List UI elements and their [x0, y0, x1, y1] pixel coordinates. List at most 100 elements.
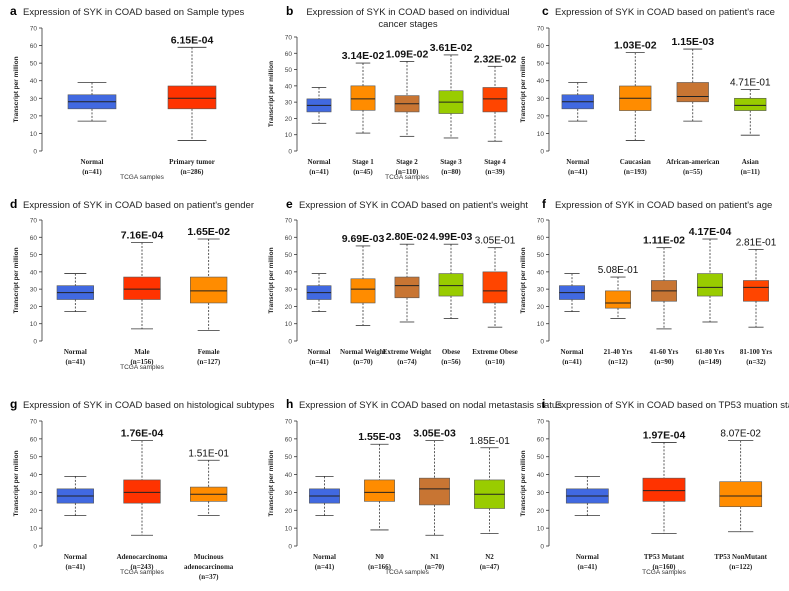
panel-d: d Expression of SYK in COAD based on pati…: [10, 197, 254, 371]
y-tick-label: 60: [537, 235, 545, 242]
x-tick-label: Normal Weight: [340, 348, 387, 356]
y-axis-label: Transcript per million: [268, 450, 275, 516]
chart-title: Expression of SYK in COAD based on patie…: [555, 7, 775, 18]
box-normal: Normal (n=41): [565, 475, 609, 571]
y-tick-label: 60: [537, 43, 545, 50]
y-axis-label: Transcript per million: [520, 450, 527, 516]
p-value-label: 1.51E-01: [188, 448, 229, 459]
sample-count-label: (n=10): [485, 358, 505, 366]
y-tick-label: 20: [30, 113, 38, 120]
x-tick-label: Normal: [308, 348, 331, 356]
p-value-label: 1.03E-02: [614, 40, 657, 52]
chart-title: cancer stages: [378, 19, 437, 30]
iqr-box: [190, 276, 228, 304]
iqr-box: [438, 273, 464, 297]
x-tick-label: Primary tumor: [169, 158, 215, 166]
box-normal: Normal (n=41): [306, 87, 332, 176]
iqr-box: [350, 85, 376, 111]
p-value-label: 1.55E-03: [358, 431, 401, 443]
y-axis-label: Transcript per million: [268, 61, 275, 127]
sample-count-label: (n=12): [608, 358, 628, 366]
x-tick-label: Stage 1: [352, 158, 374, 166]
chart-title: Expression of SYK in COAD based on Sampl…: [23, 7, 245, 18]
y-tick-label: 60: [30, 43, 38, 50]
y-tick-label: 40: [30, 78, 38, 85]
chart-title: Expression of SYK in COAD based on histo…: [23, 400, 275, 411]
sample-count-label: (n=47): [480, 563, 500, 571]
iqr-box: [123, 479, 161, 504]
y-tick-label: 20: [285, 116, 293, 123]
box-41-60-yrs: 1.11E-02 41-60 Yrs (n=90): [643, 235, 685, 366]
y-tick-label: 10: [537, 321, 545, 328]
iqr-box: [350, 278, 376, 304]
y-tick-label: 50: [30, 454, 38, 461]
p-value-label: 3.61E-02: [430, 42, 473, 54]
x-tick-label: Normal: [308, 158, 331, 166]
sample-count-label: (n=160): [652, 563, 676, 571]
sample-count-label: (n=55): [683, 168, 703, 176]
panel-e: e Expression of SYK in COAD based on pati…: [268, 197, 528, 366]
p-value-label: 1.76E-04: [121, 428, 164, 440]
y-tick-label: 0: [33, 544, 37, 551]
sample-count-label: (n=41): [82, 168, 102, 176]
y-tick-label: 50: [537, 454, 545, 461]
sample-count-label: (n=70): [353, 358, 373, 366]
y-tick-label: 40: [285, 472, 293, 479]
p-value-label: 6.15E-04: [171, 34, 214, 46]
box-female: 1.65E-02 Female (n=127): [187, 226, 230, 366]
y-tick-label: 60: [285, 51, 293, 58]
y-tick-label: 40: [537, 269, 545, 276]
y-tick-label: 0: [540, 149, 544, 156]
x-tick-label: African-american: [666, 158, 719, 166]
y-tick-label: 30: [537, 287, 545, 294]
x-tick-label: Adenocarcinoma: [117, 553, 168, 561]
panel-letter: a: [10, 4, 17, 18]
box-tp53-mutant: 1.97E-04 TP53 Mutant (n=160): [642, 429, 686, 571]
y-tick-label: 40: [285, 269, 293, 276]
p-value-label: 2.32E-02: [474, 53, 517, 65]
x-tick-label-line2: adenocarcinoma: [184, 563, 234, 571]
y-tick-label: 30: [30, 287, 38, 294]
x-tick-label: Mucinous: [194, 553, 224, 561]
x-tick-label: Female: [198, 348, 220, 356]
y-tick-label: 50: [537, 252, 545, 259]
x-tick-label: TP53 NonMutant: [714, 553, 767, 561]
y-tick-label: 30: [537, 490, 545, 497]
iqr-box: [482, 271, 508, 304]
y-tick-label: 10: [285, 321, 293, 328]
box-normal: Normal (n=41): [309, 475, 340, 571]
sample-count-label: (n=41): [309, 358, 329, 366]
chart-title: Expression of SYK in COAD based on nodal…: [299, 400, 562, 411]
p-value-label: 4.71E-01: [730, 78, 771, 89]
x-tick-label: 21-40 Yrs: [604, 348, 633, 356]
y-tick-label: 0: [33, 149, 37, 156]
box-stage-1: 3.14E-02 Stage 1 (n=45): [342, 50, 385, 176]
panel-g: g Expression of SYK in COAD based on hist…: [10, 397, 275, 581]
x-tick-label: Obese: [442, 348, 460, 356]
sample-count-label: (n=243): [130, 563, 154, 571]
sample-count-label: (n=45): [353, 168, 373, 176]
p-value-label: 1.97E-04: [643, 429, 686, 441]
box-81-100-yrs: 2.81E-01 81-100 Yrs (n=32): [736, 237, 777, 366]
y-tick-label: 20: [537, 508, 545, 515]
y-tick-label: 70: [537, 218, 545, 225]
iqr-box: [167, 85, 217, 110]
panel-f: f Expression of SYK in COAD based on pati…: [520, 197, 777, 366]
y-tick-label: 50: [285, 454, 293, 461]
x-tick-label: N1: [430, 553, 439, 561]
x-tick-label: Caucasian: [620, 158, 651, 166]
iqr-box: [482, 87, 508, 113]
x-tick-label: N0: [375, 553, 384, 561]
iqr-box: [676, 82, 709, 103]
p-value-label: 8.07E-02: [720, 429, 761, 440]
iqr-box: [743, 280, 769, 302]
y-tick-label: 60: [30, 235, 38, 242]
y-tick-label: 30: [30, 96, 38, 103]
panel-i: i Expression of SYK in COAD based on TP53…: [520, 397, 789, 576]
y-tick-label: 10: [285, 132, 293, 139]
y-tick-label: 10: [30, 131, 38, 138]
p-value-label: 2.81E-01: [736, 237, 777, 248]
p-value-label: 3.05E-03: [413, 428, 456, 440]
sample-count-label: (n=11): [741, 168, 761, 176]
y-tick-label: 70: [30, 419, 38, 426]
